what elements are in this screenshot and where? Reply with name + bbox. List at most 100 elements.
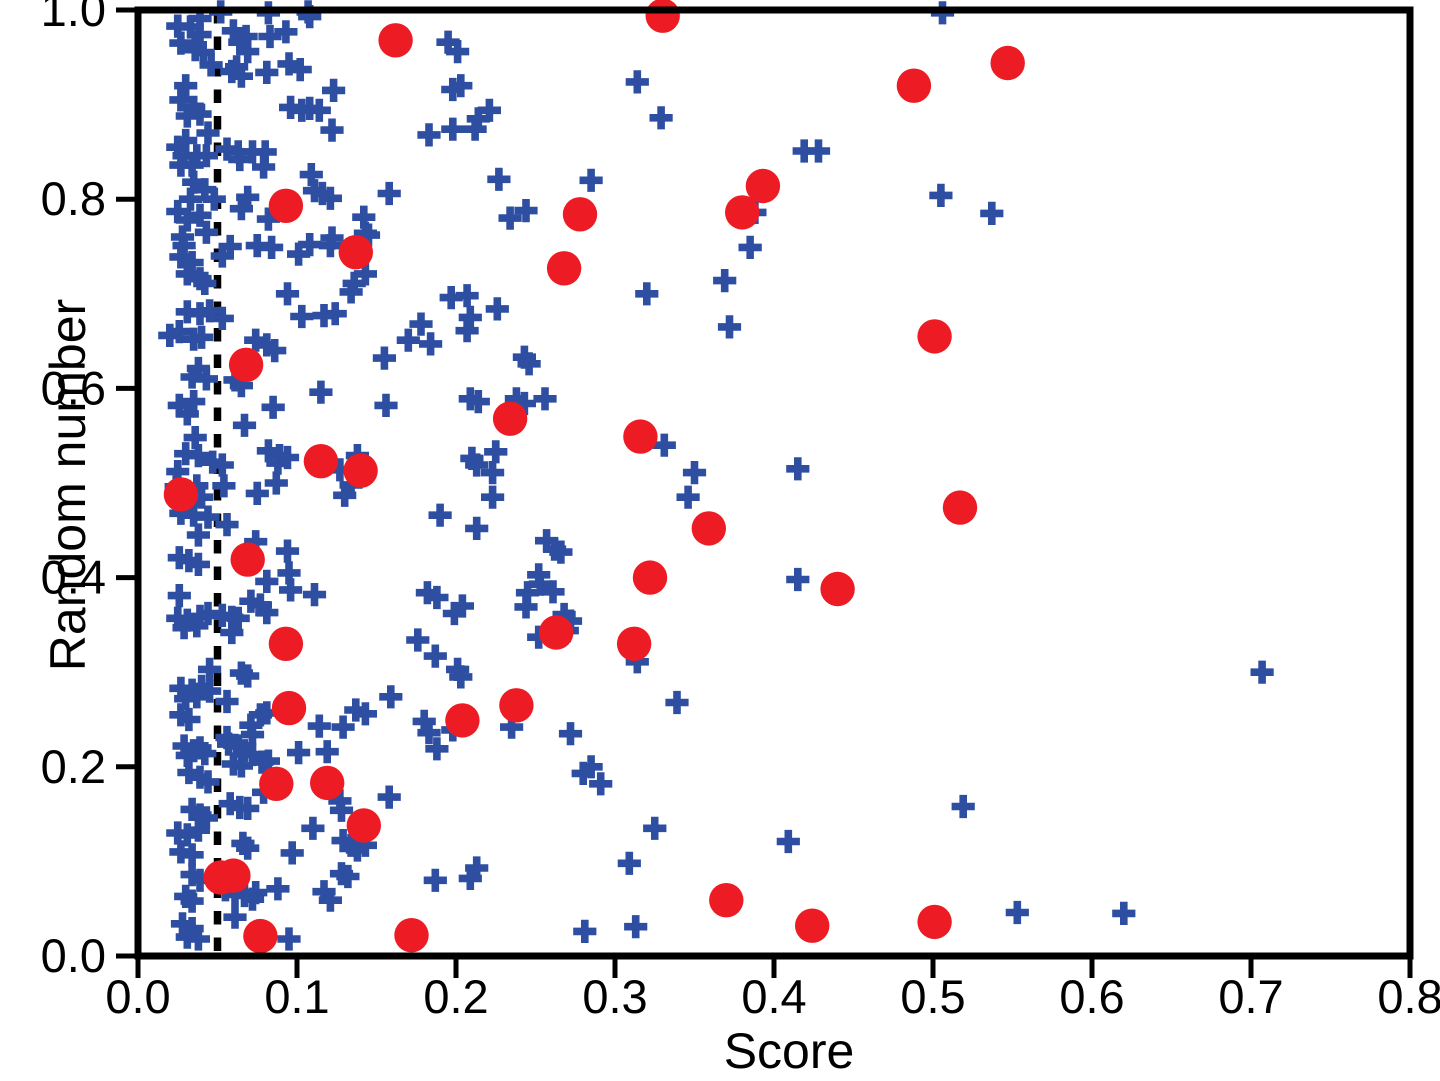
data-point-plus xyxy=(481,461,505,485)
data-point-plus xyxy=(255,333,279,357)
data-point-plus xyxy=(175,104,199,128)
data-point-plus xyxy=(396,328,420,352)
data-point-plus xyxy=(180,843,204,867)
data-point-plus xyxy=(806,139,831,163)
data-point-circle xyxy=(492,401,528,436)
data-point-plus xyxy=(240,723,265,747)
data-point-plus xyxy=(183,426,207,450)
data-point-plus xyxy=(310,181,334,206)
data-point-plus xyxy=(517,352,541,376)
data-point-plus xyxy=(167,320,191,344)
data-point-plus xyxy=(166,460,190,484)
data-point-plus xyxy=(174,884,198,908)
data-point-circle xyxy=(445,703,480,738)
data-point-plus xyxy=(298,5,322,29)
data-point-plus xyxy=(336,864,360,889)
data-point-plus xyxy=(423,644,447,668)
data-point-plus xyxy=(188,267,212,291)
data-point-plus xyxy=(485,297,509,321)
data-point-circle xyxy=(338,235,373,270)
data-point-plus xyxy=(455,319,479,343)
data-point-plus xyxy=(322,78,346,102)
data-point-plus xyxy=(174,128,198,153)
data-point-plus xyxy=(178,15,203,39)
data-point-plus xyxy=(193,742,217,766)
data-point-plus xyxy=(194,144,218,168)
data-point-plus xyxy=(236,796,260,820)
x-tick-label: 0.4 xyxy=(741,970,806,1023)
data-point-plus xyxy=(190,485,214,509)
data-point-plus xyxy=(533,387,557,411)
data-point-plus xyxy=(792,139,816,163)
data-point-circle xyxy=(725,195,760,230)
data-point-plus xyxy=(166,135,190,159)
data-point-plus xyxy=(339,280,363,304)
data-point-circle xyxy=(268,626,304,661)
data-point-plus xyxy=(218,234,242,259)
data-point-plus xyxy=(180,917,204,941)
data-point-circle xyxy=(709,883,744,918)
data-point-plus xyxy=(1250,660,1274,684)
data-point-plus xyxy=(198,679,222,703)
data-point-plus xyxy=(275,539,300,563)
data-point-plus xyxy=(579,755,603,779)
data-point-plus xyxy=(450,594,474,618)
data-point-plus xyxy=(406,628,430,652)
data-point-plus xyxy=(535,529,559,553)
data-point-plus xyxy=(234,24,258,49)
data-point-plus xyxy=(166,14,190,38)
data-point-plus xyxy=(980,201,1004,225)
data-point-circle xyxy=(303,444,339,479)
data-point-plus xyxy=(180,889,204,913)
data-point-plus xyxy=(277,927,301,951)
data-point-plus xyxy=(1005,900,1029,925)
data-point-plus xyxy=(541,580,565,604)
data-point-plus xyxy=(463,117,487,141)
data-point-plus xyxy=(169,31,193,55)
data-point-plus xyxy=(215,725,239,750)
data-point-plus xyxy=(465,453,489,477)
data-point-plus xyxy=(256,207,280,231)
data-point-plus xyxy=(318,186,342,210)
data-point-plus xyxy=(558,722,583,746)
data-point-plus xyxy=(323,302,347,326)
data-point-plus xyxy=(185,614,209,638)
data-point-plus xyxy=(624,915,648,939)
data-point-plus xyxy=(320,118,344,142)
data-point-plus xyxy=(253,140,277,164)
x-tick-label: 0.0 xyxy=(105,970,170,1023)
data-point-plus xyxy=(218,792,242,816)
x-tick-label: 0.8 xyxy=(1377,970,1440,1023)
data-point-plus xyxy=(329,798,354,822)
data-point-plus xyxy=(713,269,737,293)
y-tick-label: 0.2 xyxy=(41,740,106,793)
data-point-circle xyxy=(917,904,952,940)
data-point-plus xyxy=(255,60,279,84)
data-point-plus xyxy=(169,245,193,269)
data-point-plus xyxy=(328,458,352,482)
data-point-plus xyxy=(372,346,396,370)
data-point-circle xyxy=(745,168,781,204)
data-point-plus xyxy=(738,235,762,259)
data-point-plus xyxy=(423,868,447,892)
data-point-plus xyxy=(425,737,449,761)
data-point-plus xyxy=(255,601,279,625)
data-point-plus xyxy=(331,829,355,853)
data-point-plus xyxy=(228,30,252,54)
data-point-circle xyxy=(310,765,345,801)
y-tick-label: 0.4 xyxy=(41,551,106,604)
data-point-plus xyxy=(504,387,528,411)
data-point-plus xyxy=(169,88,193,112)
data-point-plus xyxy=(223,368,247,392)
data-point-plus xyxy=(256,439,280,463)
plot-frame xyxy=(134,6,1414,960)
data-point-plus xyxy=(458,305,482,329)
data-point-circle xyxy=(616,626,652,661)
data-point-circle xyxy=(343,453,378,488)
data-point-plus xyxy=(260,235,284,259)
data-point-circle xyxy=(378,23,413,58)
data-point-plus xyxy=(307,714,331,738)
data-point-plus xyxy=(244,530,268,554)
data-point-plus xyxy=(169,153,193,177)
